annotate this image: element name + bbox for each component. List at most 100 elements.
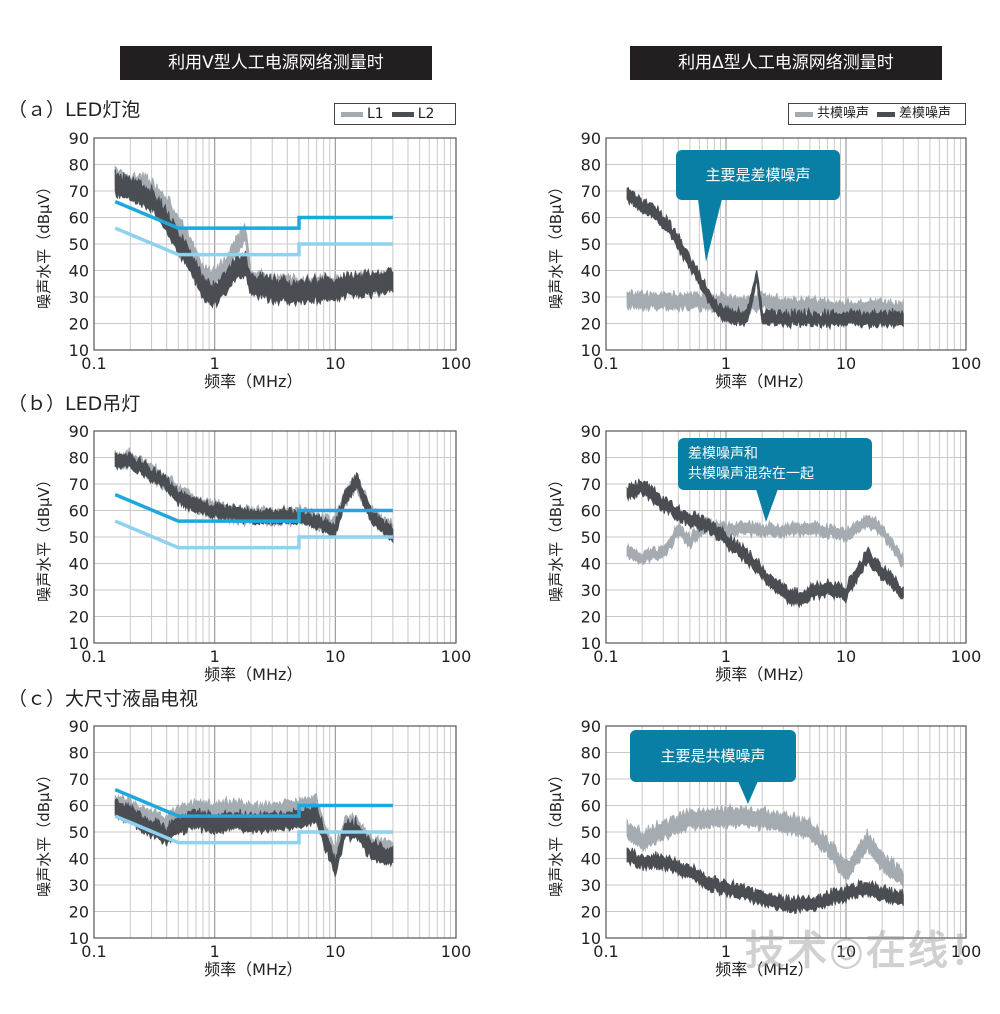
callout-a-right-text: 主要是差模噪声 [705,166,811,184]
y-tick-label: 70 [581,182,601,201]
y-tick-label: 80 [581,744,601,763]
y-tick-label: 10 [69,341,89,360]
y-tick-label: 80 [581,156,601,175]
y-tick-label: 10 [581,341,601,360]
series-line-dark [114,184,394,299]
callout-a-right: 主要是差模噪声 [676,150,840,200]
series-line-light [626,817,904,881]
x-tick-label: 0.1 [593,942,618,961]
x-axis-label: 频率（MHz） [204,665,302,684]
section-title-c: （ｃ）大尺寸液晶电视 [8,688,199,710]
legend-item-l2: L2 [391,103,435,125]
section-title-a: （ａ）LED灯泡 [8,99,141,121]
limit-line-lower [114,226,393,257]
legend-swatch-l1 [341,111,363,117]
plot-frame [93,137,457,351]
y-tick-label: 20 [581,903,601,922]
plot-frame [605,725,967,939]
y-tick-label: 10 [69,929,89,948]
y-axis-label: 噪声水平（dBμV） [547,767,565,897]
y-tick-label: 40 [581,555,601,574]
chart-b-left: 10 20 30 40 50 60 70 80 90 0.1 1 10 100 频率（MHz） 噪声水平（d… [35,422,471,684]
y-tick-label: 50 [69,823,89,842]
y-tick-label: 30 [581,876,601,895]
limit-line-lower [114,519,393,550]
callout-pointer [738,781,758,804]
legend-label-common-mode: 共模噪声 [817,106,870,121]
callout-pointer [756,489,778,522]
y-tick-label: 30 [581,581,601,600]
chart-a-left: 10 20 30 40 50 60 70 80 90 0.1 1 10 100 频率（MHz） 噪声水平（d… [35,129,471,391]
y-tick-label: 40 [581,262,601,281]
x-tick-label: 10 [836,354,856,373]
y-tick-label: 30 [69,288,89,307]
y-tick-label: 40 [581,850,601,869]
x-tick-label: 100 [951,942,982,961]
x-tick-label: 1 [210,942,220,961]
plot-frame [93,725,457,939]
series-line-light [626,298,904,312]
y-axis-label: 噪声水平（dBμV） [547,179,565,309]
legend-item-differential-mode: 差模噪声 [877,103,951,125]
watermark: 技术◎在线！ [745,928,992,974]
y-tick-label: 80 [581,449,601,468]
y-tick-label: 50 [581,823,601,842]
y-tick-label: 20 [69,903,89,922]
x-tick-label: 0.1 [593,354,618,373]
x-tick-label: 0.1 [81,354,106,373]
y-tick-label: 60 [69,209,89,228]
y-tick-label: 90 [69,422,89,441]
x-tick-label: 0.1 [593,647,618,666]
x-tick-label: 10 [836,647,856,666]
series-band-dark [114,451,394,544]
series-line-dark [626,195,904,323]
y-axis-label: 噪声水平（dBμV） [35,179,53,309]
y-tick-label: 80 [69,449,89,468]
legend-item-common-mode: 共模噪声 [795,103,869,125]
left-column-header: 利用V型人工电源网络测量时 [120,46,432,80]
plot-frame [605,430,967,644]
y-tick-label: 20 [69,608,89,627]
x-tick-label: 1 [721,647,731,666]
y-tick-label: 90 [69,717,89,736]
x-axis-label: 频率（MHz） [715,372,813,391]
y-tick-label: 70 [69,182,89,201]
y-tick-label: 60 [581,502,601,521]
callout-b-right-line1: 差模噪声和 [688,446,758,462]
y-tick-label: 60 [69,502,89,521]
y-tick-label: 90 [581,422,601,441]
y-tick-label: 10 [69,634,89,653]
callout-c-right: 主要是共模噪声 [630,730,796,782]
x-tick-label: 1 [721,354,731,373]
x-tick-label: 10 [325,942,345,961]
plot-frame [605,137,967,351]
callout-b-right-line2: 共模噪声混杂在一起 [688,466,814,482]
y-tick-label: 10 [581,634,601,653]
x-tick-label: 100 [441,942,472,961]
legend-item-l1: L1 [341,103,384,125]
limit-line-upper [114,199,393,230]
legend-label-l1: L1 [367,106,384,122]
series-band-dark [114,169,394,309]
y-tick-label: 60 [581,797,601,816]
legend-right: 共模噪声 差模噪声 [788,103,966,125]
legend-label-l2: L2 [417,106,435,122]
series-line-dark [626,857,904,908]
series-band-light [626,802,904,889]
x-axis-label: 频率（MHz） [204,960,302,979]
limit-line-upper [114,787,393,818]
y-tick-label: 70 [581,770,601,789]
x-tick-label: 10 [325,647,345,666]
series-line-light [626,519,905,565]
x-axis-label: 频率（MHz） [204,372,302,391]
section-title-b: （ｂ）LED吊灯 [8,393,141,415]
y-tick-label: 40 [69,850,89,869]
y-tick-label: 60 [581,209,601,228]
y-tick-label: 50 [69,235,89,254]
x-axis-label: 频率（MHz） [715,960,813,979]
y-tick-label: 30 [581,288,601,307]
series-line-dark [115,461,394,538]
legend-swatch-differential-mode [877,111,896,117]
y-tick-label: 40 [69,262,89,281]
